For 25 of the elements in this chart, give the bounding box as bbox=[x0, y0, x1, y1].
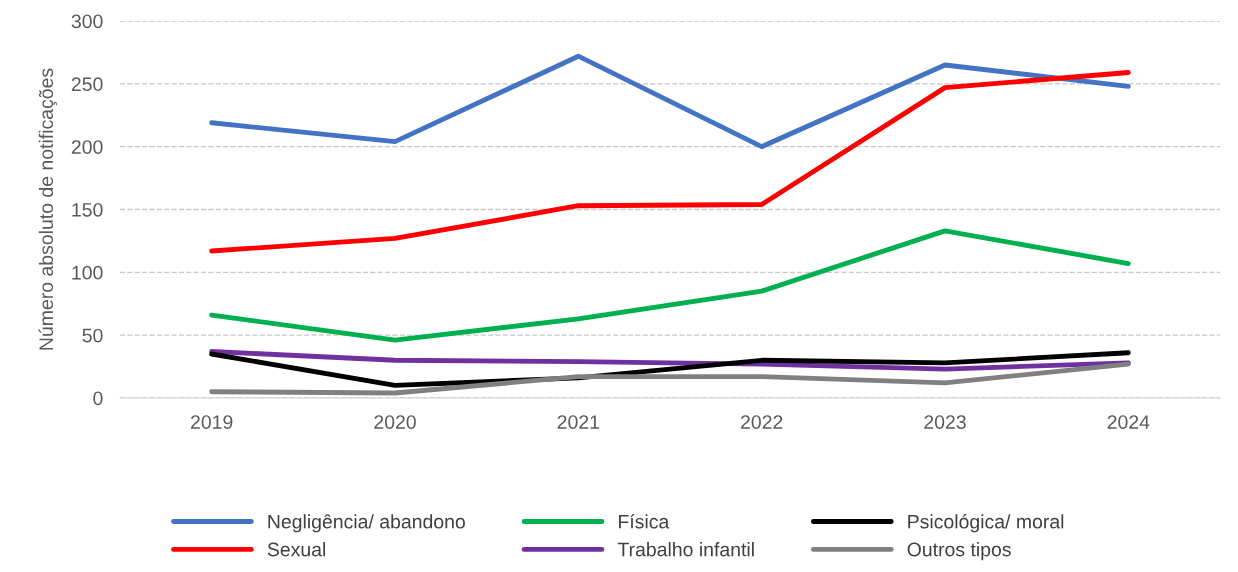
line-series bbox=[209, 228, 1131, 343]
x-tick-label: 2024 bbox=[1107, 415, 1150, 429]
legend-label: Negligência/ abandono bbox=[268, 514, 465, 533]
y-axis-title: Número absoluto de notificações bbox=[38, 68, 58, 350]
line-series bbox=[209, 53, 1131, 150]
legend-label: Física bbox=[619, 514, 670, 529]
y-tick-label: 150 bbox=[72, 202, 103, 217]
x-tick-label: 2020 bbox=[374, 415, 416, 429]
line-series bbox=[209, 349, 1131, 372]
legend-label: Psicológica/ moral bbox=[908, 514, 1064, 533]
x-tick-label: 2019 bbox=[191, 415, 233, 429]
legend-label: Sexual bbox=[267, 542, 326, 557]
y-tick-label: 100 bbox=[72, 265, 103, 280]
legend-label: Trabalho infantil bbox=[617, 542, 754, 557]
y-tick-label: 300 bbox=[71, 14, 103, 29]
x-tick-label: 2021 bbox=[557, 415, 600, 429]
x-tick-label: 2022 bbox=[741, 415, 783, 429]
x-tick-label: 2023 bbox=[924, 415, 966, 429]
line-series bbox=[209, 70, 1131, 254]
y-tick-label: 250 bbox=[71, 77, 103, 92]
y-tick-label: 0 bbox=[93, 391, 103, 406]
y-tick-label: 200 bbox=[71, 140, 103, 154]
legend-label: Outros tipos bbox=[907, 542, 1011, 561]
line-series bbox=[209, 361, 1131, 396]
y-tick-label: 50 bbox=[82, 328, 103, 343]
